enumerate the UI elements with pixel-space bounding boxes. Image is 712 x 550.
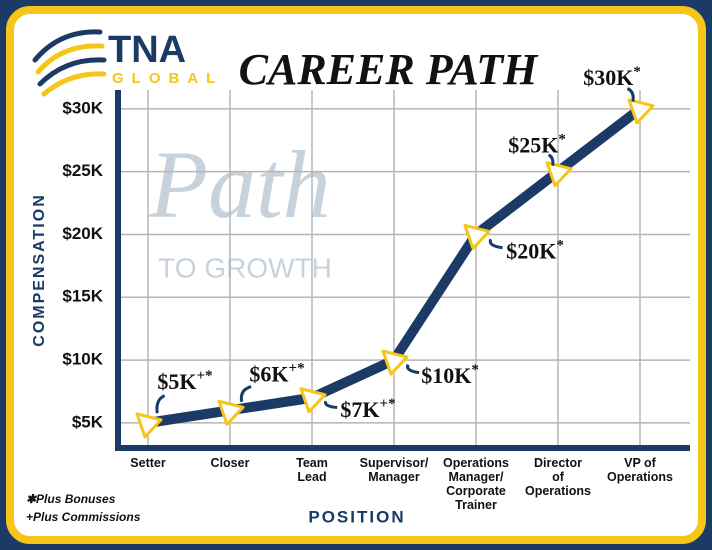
marker (135, 412, 163, 439)
x-tick-label: Team Lead (296, 456, 328, 484)
y-tick-label: $25K (62, 161, 103, 180)
marker (463, 223, 491, 250)
x-tick-label: VP of Operations (607, 456, 673, 484)
marker (299, 387, 327, 414)
leader (406, 363, 420, 375)
marker (381, 349, 409, 376)
chart-title: CAREER PATH (239, 45, 539, 94)
leader (547, 153, 555, 166)
value-label: $5K+* (157, 368, 212, 394)
x-tick-label: Director of Operations (525, 456, 591, 498)
logo-sub: GLOBAL (112, 70, 223, 87)
axis-line (115, 90, 690, 451)
value-label: $6K+* (249, 361, 304, 387)
leader (155, 394, 166, 414)
logo-name: TNA (108, 29, 186, 71)
leader (239, 385, 252, 403)
logo-swoosh (32, 29, 107, 97)
footnote: +Plus Commissions (26, 510, 141, 524)
value-label: $10K* (421, 363, 479, 389)
x-tick-label: Operations Manager/Corporate Trainer (443, 456, 509, 512)
marker (545, 161, 573, 188)
y-axis-label: COMPENSATION (31, 193, 48, 346)
leader (488, 238, 503, 250)
y-tick-label: $30K (62, 98, 103, 117)
leader (324, 400, 338, 410)
value-label: $30K* (583, 64, 641, 90)
watermark-word: Path (148, 131, 330, 238)
value-label: $7K+* (340, 396, 395, 422)
watermark-sub: TO GROWTH (158, 252, 332, 283)
footnote: ✱Plus Bonuses (26, 492, 116, 506)
x-tick-label: Supervisor/Manager (360, 456, 429, 484)
value-label: $25K* (508, 132, 566, 158)
frame (6, 6, 706, 544)
y-tick-label: $15K (62, 287, 103, 306)
x-tick-label: Setter (130, 456, 166, 470)
leader (626, 87, 635, 102)
y-tick-label: $10K (62, 350, 103, 369)
x-tick-label: Closer (211, 456, 250, 470)
marker (217, 399, 245, 426)
x-axis-label: POSITION (308, 507, 405, 526)
y-tick-label: $5K (72, 412, 104, 431)
y-tick-label: $20K (62, 224, 103, 243)
marker (627, 98, 655, 125)
value-label: $20K* (506, 238, 564, 264)
